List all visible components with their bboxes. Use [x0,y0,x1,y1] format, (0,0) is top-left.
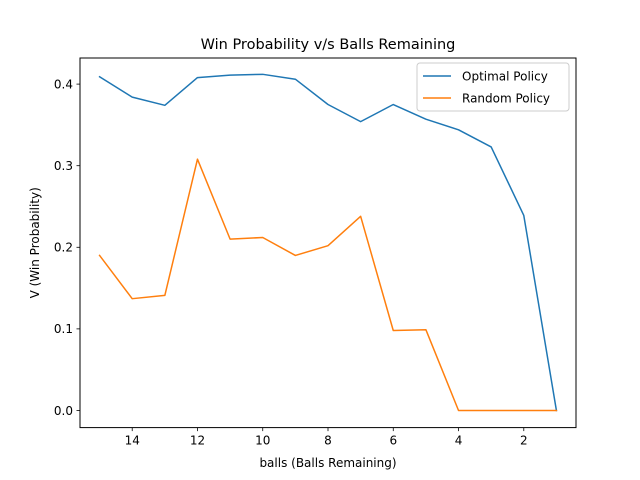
legend-box [416,62,570,112]
legend: Optimal Policy Random Policy [416,62,570,112]
axes-frame [79,57,577,429]
x-tick-label: 6 [389,434,397,448]
x-tick-label: 8 [324,434,332,448]
y-tick-label: 0.1 [54,322,73,336]
y-tick-label: 0.0 [54,404,73,418]
y-axis-label: V (Win Probability) [28,187,42,298]
x-tick-label: 12 [190,434,205,448]
chart-title: Win Probability v/s Balls Remaining [201,37,456,53]
x-axis-label: balls (Balls Remaining) [259,456,396,470]
legend-label-2: Random Policy [462,91,550,105]
y-axis: 0.0 0.1 0.2 0.3 0.4 [54,77,80,418]
y-tick-label: 0.4 [54,77,73,91]
x-axis: 14 12 10 8 6 4 2 [125,427,528,448]
x-tick-label: 2 [520,434,528,448]
y-tick-label: 0.2 [54,241,73,255]
x-tick-label: 10 [255,434,270,448]
series-layer [98,73,558,412]
x-tick-label: 14 [125,434,140,448]
y-tick-label: 0.3 [54,159,73,173]
legend-label-1: Optimal Policy [462,69,548,83]
x-tick-label: 4 [455,434,463,448]
plot-area [79,57,577,429]
series-line-1 [98,73,558,412]
series-line-2 [98,158,558,412]
